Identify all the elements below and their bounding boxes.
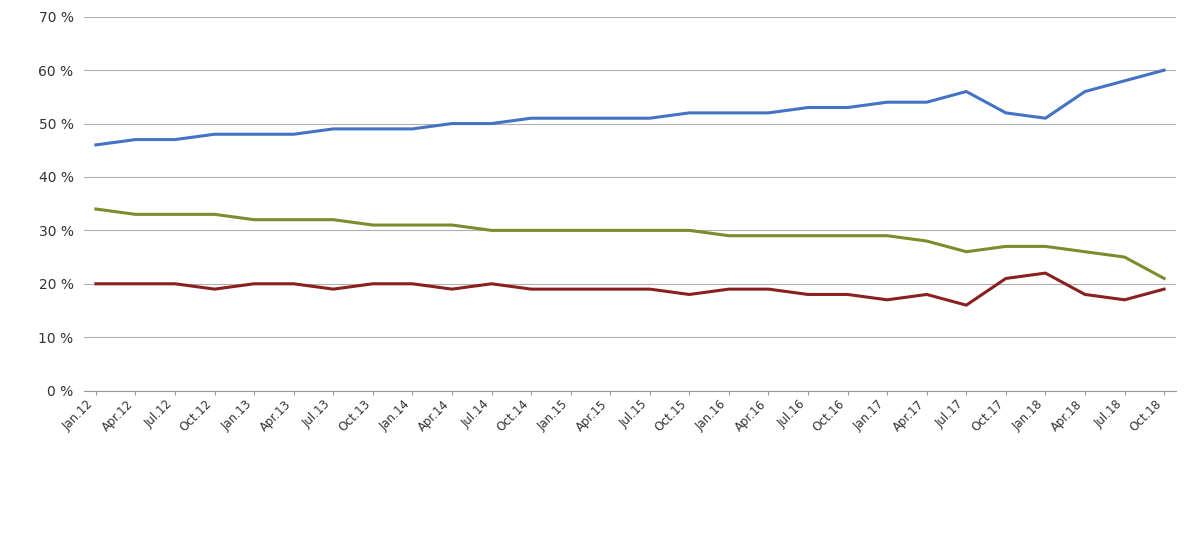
Do not support the EEA Agreement (524, 227, 539, 234)
Do not support the EEA Agreement (1157, 275, 1171, 282)
Do not know (366, 281, 380, 287)
Do not know (840, 291, 854, 298)
Do not know (89, 281, 103, 287)
Do not support the EEA Agreement (761, 232, 775, 239)
Line: Do not support the EEA Agreement: Do not support the EEA Agreement (96, 209, 1164, 278)
Support the EEA Agreement (445, 120, 460, 127)
Do not know (524, 286, 539, 292)
Do not know (761, 286, 775, 292)
Support the EEA Agreement (524, 115, 539, 122)
Do not know (721, 286, 736, 292)
Support the EEA Agreement (800, 104, 815, 111)
Do not know (800, 291, 815, 298)
Support the EEA Agreement (761, 109, 775, 116)
Do not know (604, 286, 618, 292)
Support the EEA Agreement (208, 131, 222, 138)
Support the EEA Agreement (721, 109, 736, 116)
Do not support the EEA Agreement (168, 211, 182, 218)
Do not support the EEA Agreement (326, 217, 341, 223)
Do not know (208, 286, 222, 292)
Do not know (168, 281, 182, 287)
Do not support the EEA Agreement (366, 222, 380, 228)
Support the EEA Agreement (642, 115, 656, 122)
Do not know (1038, 270, 1052, 276)
Do not support the EEA Agreement (721, 232, 736, 239)
Support the EEA Agreement (89, 142, 103, 148)
Do not support the EEA Agreement (880, 232, 894, 239)
Do not know (485, 281, 499, 287)
Line: Do not know: Do not know (96, 273, 1164, 305)
Support the EEA Agreement (168, 136, 182, 143)
Do not support the EEA Agreement (406, 222, 420, 228)
Do not support the EEA Agreement (564, 227, 578, 234)
Do not support the EEA Agreement (1117, 254, 1132, 261)
Support the EEA Agreement (1157, 67, 1171, 74)
Do not know (959, 302, 973, 309)
Do not support the EEA Agreement (919, 238, 934, 244)
Do not support the EEA Agreement (247, 217, 262, 223)
Support the EEA Agreement (406, 126, 420, 132)
Do not know (682, 291, 696, 298)
Do not know (287, 281, 301, 287)
Support the EEA Agreement (366, 126, 380, 132)
Do not know (326, 286, 341, 292)
Do not know (128, 281, 143, 287)
Support the EEA Agreement (1038, 115, 1052, 122)
Do not support the EEA Agreement (287, 217, 301, 223)
Do not support the EEA Agreement (959, 248, 973, 255)
Do not support the EEA Agreement (1078, 248, 1092, 255)
Support the EEA Agreement (326, 126, 341, 132)
Do not know (564, 286, 578, 292)
Legend: Support the EEA Agreement, Do not support the EEA Agreement, Do not know: Support the EEA Agreement, Do not suppor… (269, 555, 991, 558)
Do not know (998, 275, 1013, 282)
Support the EEA Agreement (1117, 78, 1132, 84)
Do not know (1157, 286, 1171, 292)
Do not know (1078, 291, 1092, 298)
Do not support the EEA Agreement (208, 211, 222, 218)
Support the EEA Agreement (604, 115, 618, 122)
Do not support the EEA Agreement (682, 227, 696, 234)
Do not support the EEA Agreement (642, 227, 656, 234)
Do not know (642, 286, 656, 292)
Support the EEA Agreement (682, 109, 696, 116)
Do not support the EEA Agreement (998, 243, 1013, 250)
Do not know (880, 296, 894, 303)
Do not support the EEA Agreement (604, 227, 618, 234)
Do not know (247, 281, 262, 287)
Do not know (1117, 296, 1132, 303)
Do not know (406, 281, 420, 287)
Support the EEA Agreement (564, 115, 578, 122)
Line: Support the EEA Agreement: Support the EEA Agreement (96, 70, 1164, 145)
Do not support the EEA Agreement (1038, 243, 1052, 250)
Support the EEA Agreement (840, 104, 854, 111)
Support the EEA Agreement (287, 131, 301, 138)
Support the EEA Agreement (919, 99, 934, 105)
Do not support the EEA Agreement (800, 232, 815, 239)
Do not support the EEA Agreement (840, 232, 854, 239)
Support the EEA Agreement (959, 88, 973, 95)
Do not support the EEA Agreement (89, 206, 103, 213)
Support the EEA Agreement (247, 131, 262, 138)
Do not support the EEA Agreement (445, 222, 460, 228)
Do not support the EEA Agreement (128, 211, 143, 218)
Do not support the EEA Agreement (485, 227, 499, 234)
Support the EEA Agreement (485, 120, 499, 127)
Support the EEA Agreement (128, 136, 143, 143)
Support the EEA Agreement (880, 99, 894, 105)
Support the EEA Agreement (1078, 88, 1092, 95)
Do not know (919, 291, 934, 298)
Do not know (445, 286, 460, 292)
Support the EEA Agreement (998, 109, 1013, 116)
